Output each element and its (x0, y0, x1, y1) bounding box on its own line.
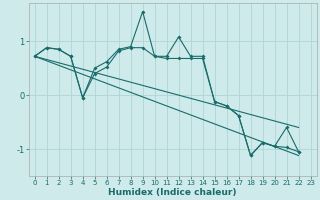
X-axis label: Humidex (Indice chaleur): Humidex (Indice chaleur) (108, 188, 237, 197)
